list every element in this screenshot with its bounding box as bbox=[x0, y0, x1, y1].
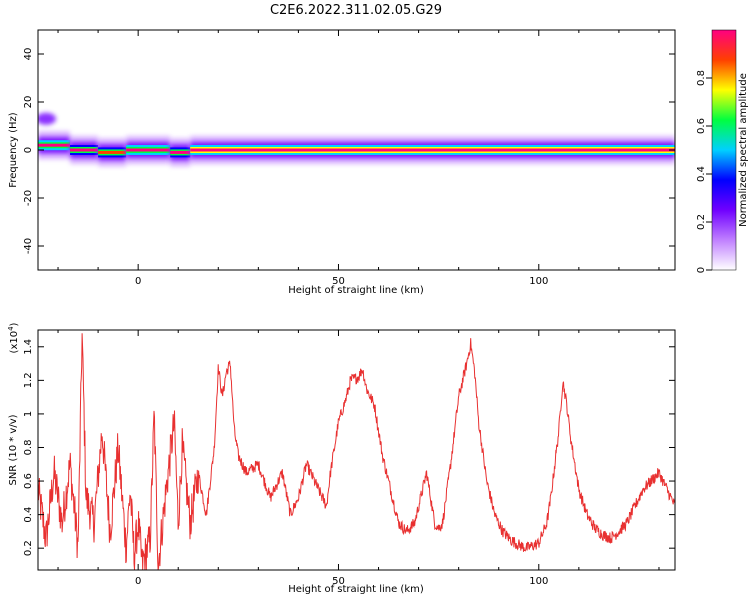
heatmap-blob bbox=[48, 91, 69, 104]
snr-series-line bbox=[38, 333, 675, 570]
heatmap-ridge-band bbox=[126, 148, 171, 152]
colorbar-tick-label: 0.4 bbox=[696, 166, 707, 182]
colorbar bbox=[711, 29, 737, 271]
heatmap-axes: 0 50 100 -40 -20 0 20 40 bbox=[23, 30, 675, 287]
heatmap-xtick-label: 100 bbox=[529, 276, 548, 287]
snr-ytick-label: 1 bbox=[23, 411, 34, 417]
heatmap-ridge-band bbox=[98, 150, 127, 154]
snr-multiplier: (x104) bbox=[7, 322, 20, 353]
heatmap-ridge-band bbox=[170, 150, 191, 154]
snr-ylabel: SNR (10 * v/v) bbox=[8, 414, 19, 485]
heatmap-ytick-label: 20 bbox=[23, 96, 34, 109]
snr-frame bbox=[37, 329, 676, 571]
snr-ytick-label: 1.4 bbox=[23, 339, 34, 355]
snr-ytick-label: 0.6 bbox=[23, 473, 34, 489]
figure-title: C2E6.2022.311.02.05.G29 bbox=[270, 3, 442, 18]
heatmap-ridge-band bbox=[38, 143, 71, 147]
snr-xlabel: Height of straight line (km) bbox=[288, 584, 424, 595]
heatmap-layer bbox=[38, 91, 675, 167]
colorbar-tick-label: 0 bbox=[696, 267, 707, 273]
snr-ytick-label: 0.2 bbox=[23, 540, 34, 556]
snr-ytick-label: 0.8 bbox=[23, 440, 34, 456]
heatmap-ytick-label: -40 bbox=[23, 238, 34, 254]
colorbar-tick-label: 0.2 bbox=[696, 214, 707, 230]
heatmap-ytick-label: 40 bbox=[23, 48, 34, 61]
snr-xtick-label: 50 bbox=[332, 576, 345, 587]
snr-xtick-label: 100 bbox=[529, 576, 548, 587]
colorbar-tick-label: 0.8 bbox=[696, 70, 707, 86]
heatmap-xtick-label: 50 bbox=[332, 276, 345, 287]
snr-xtick-label: 0 bbox=[135, 576, 141, 587]
heatmap-ytick-label: -20 bbox=[23, 190, 34, 206]
heatmap-ridge-band bbox=[190, 148, 675, 152]
heatmap-ridge-band bbox=[70, 148, 99, 152]
snr-ytick-label: 0.4 bbox=[23, 507, 34, 523]
colorbar-ticks: 0 0.2 0.4 0.6 0.8 bbox=[696, 70, 712, 273]
heatmap-ytick-label: 0 bbox=[23, 147, 34, 153]
heatmap-blob bbox=[38, 112, 57, 125]
colorbar-label: Normalized spectral amplitude bbox=[738, 73, 749, 227]
snr-axes: 0 50 100 0.2 0.4 0.6 0.8 1 1.2 1.4 bbox=[23, 330, 675, 587]
heatmap-ylabel: Frequency (Hz) bbox=[8, 112, 19, 188]
snr-ytick-label: 1.2 bbox=[23, 372, 34, 388]
heatmap-xtick-label: 0 bbox=[135, 276, 141, 287]
heatmap-xlabel: Height of straight line (km) bbox=[288, 285, 424, 296]
colorbar-tick-label: 0.6 bbox=[696, 118, 707, 134]
